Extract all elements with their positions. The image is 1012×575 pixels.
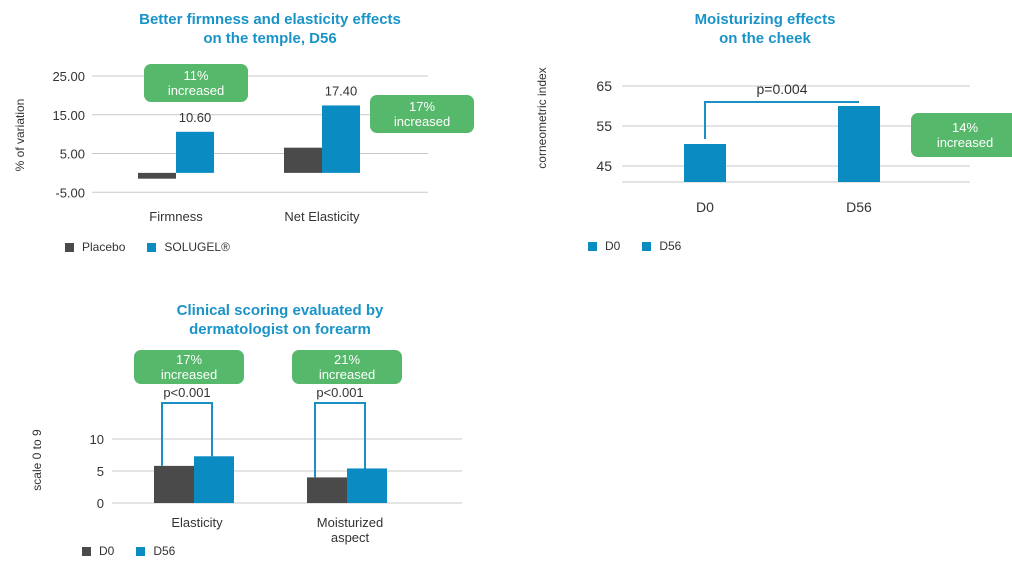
chart1-badge-2-value: 17% bbox=[409, 99, 435, 114]
chart1-ylabel: % of variation bbox=[13, 99, 27, 172]
chart3-xtick-label: Elasticity bbox=[171, 515, 223, 530]
legend-label-solugel: SOLUGEL® bbox=[164, 240, 230, 254]
chart3-badge-1-bg bbox=[134, 350, 244, 384]
chart1-ytick-label: 5.00 bbox=[60, 147, 85, 162]
chart2-bar-d56 bbox=[838, 106, 880, 182]
legend-item-d56: D56 bbox=[136, 544, 175, 558]
chart1-badge-1-label: increased bbox=[168, 83, 224, 98]
chart2-xtick-label: D0 bbox=[696, 199, 714, 215]
chart1-xtick-label: Firmness bbox=[149, 209, 203, 224]
chart2-badge-value: 14% bbox=[952, 120, 978, 135]
chart1-badge-2-bg bbox=[370, 95, 474, 133]
chart1-data-label: 10.60 bbox=[179, 110, 212, 125]
legend-label-placebo: Placebo bbox=[82, 240, 126, 254]
chart3-badge-1-label: increased bbox=[161, 367, 217, 382]
legend-swatch-d56 bbox=[642, 241, 652, 251]
legend-label-d0: D0 bbox=[605, 239, 621, 253]
legend-item-d0: D0 bbox=[82, 544, 114, 558]
legend-label-d0: D0 bbox=[99, 544, 115, 558]
chart3-bar-d56 bbox=[194, 456, 234, 503]
chart1-ytick-label: 15.00 bbox=[52, 108, 85, 123]
chart2-ytick-label: 65 bbox=[596, 78, 612, 94]
chart3-bar-d0 bbox=[154, 465, 194, 503]
legend-swatch-solugel bbox=[147, 242, 157, 252]
legend-item-d0: D0 bbox=[588, 239, 620, 253]
chart3-badge-2-label: increased bbox=[319, 367, 375, 382]
chart2-ytick-label: 55 bbox=[596, 118, 612, 134]
chart3-ytick-label: 5 bbox=[97, 464, 104, 479]
chart1-badge-1-value: 11% bbox=[183, 68, 208, 83]
chart3-pvalue: p<0.001 bbox=[163, 385, 210, 400]
chart1-bar-placebo bbox=[284, 147, 322, 173]
chart1-bar-solugel bbox=[176, 131, 214, 173]
chart3-ylabel: scale 0 to 9 bbox=[30, 429, 44, 491]
chart2-legend: D0 D56 bbox=[588, 239, 703, 253]
legend-label-d56: D56 bbox=[659, 239, 682, 253]
chart3-pvalue: p<0.001 bbox=[316, 385, 363, 400]
chart3-bar-d56 bbox=[347, 468, 387, 503]
chart2-badge-bg bbox=[911, 113, 1012, 157]
chart3-legend: D0 D56 bbox=[82, 544, 197, 558]
chart3-xtick-label: aspect bbox=[331, 530, 370, 545]
legend-swatch-d0 bbox=[588, 241, 597, 251]
legend-label-d56: D56 bbox=[153, 544, 176, 558]
legend-swatch-d0 bbox=[82, 546, 91, 556]
legend-swatch-placebo bbox=[65, 242, 74, 252]
legend-swatch-d56 bbox=[136, 546, 146, 556]
chart3-bar-d0 bbox=[307, 477, 347, 503]
chart1-legend: Placebo SOLUGEL® bbox=[65, 240, 252, 254]
chart1-bar-solugel bbox=[322, 105, 360, 173]
chart2-badge-label: increased bbox=[937, 135, 993, 150]
chart2-ylabel: corneometric index bbox=[535, 67, 549, 168]
chart1-title: Better firmness and elasticity effects o… bbox=[139, 11, 401, 47]
chart1-xtick-label: Net Elasticity bbox=[284, 209, 360, 224]
legend-item-d56: D56 bbox=[642, 239, 681, 253]
legend-item-placebo: Placebo bbox=[65, 240, 125, 254]
chart2-significance-bracket bbox=[704, 101, 859, 139]
chart3-significance-bracket bbox=[161, 402, 213, 466]
chart1-badge-1-bg bbox=[144, 64, 248, 102]
chart2-title: Moisturizing effects on the cheek bbox=[694, 11, 836, 47]
chart3-badge-2-bg bbox=[292, 350, 402, 384]
chart1-ytick-label: 25.00 bbox=[52, 69, 85, 84]
legend-item-solugel: SOLUGEL® bbox=[147, 240, 230, 254]
chart3-ytick-label: 10 bbox=[90, 432, 104, 447]
chart3-ytick-label: 0 bbox=[97, 496, 104, 511]
chart1-ytick-label: -5.00 bbox=[55, 185, 85, 200]
chart3-badge-1-value: 17% bbox=[176, 352, 202, 367]
chart1-bar-placebo bbox=[138, 172, 176, 179]
chart2-pvalue: p=0.004 bbox=[757, 81, 808, 97]
chart3-significance-bracket bbox=[314, 402, 366, 478]
chart3-badge-2-value: 21% bbox=[334, 352, 360, 367]
chart3-xtick-label: Moisturized bbox=[317, 515, 383, 530]
chart1-data-label: 17.40 bbox=[325, 83, 358, 98]
chart2-ytick-label: 45 bbox=[596, 158, 612, 174]
chart2-bar-d0 bbox=[684, 144, 726, 182]
chart1-badge-2-label: increased bbox=[394, 114, 450, 129]
chart2-xtick-label: D56 bbox=[846, 199, 872, 215]
chart3-title: Clinical scoring evaluated by dermatolog… bbox=[176, 302, 384, 338]
